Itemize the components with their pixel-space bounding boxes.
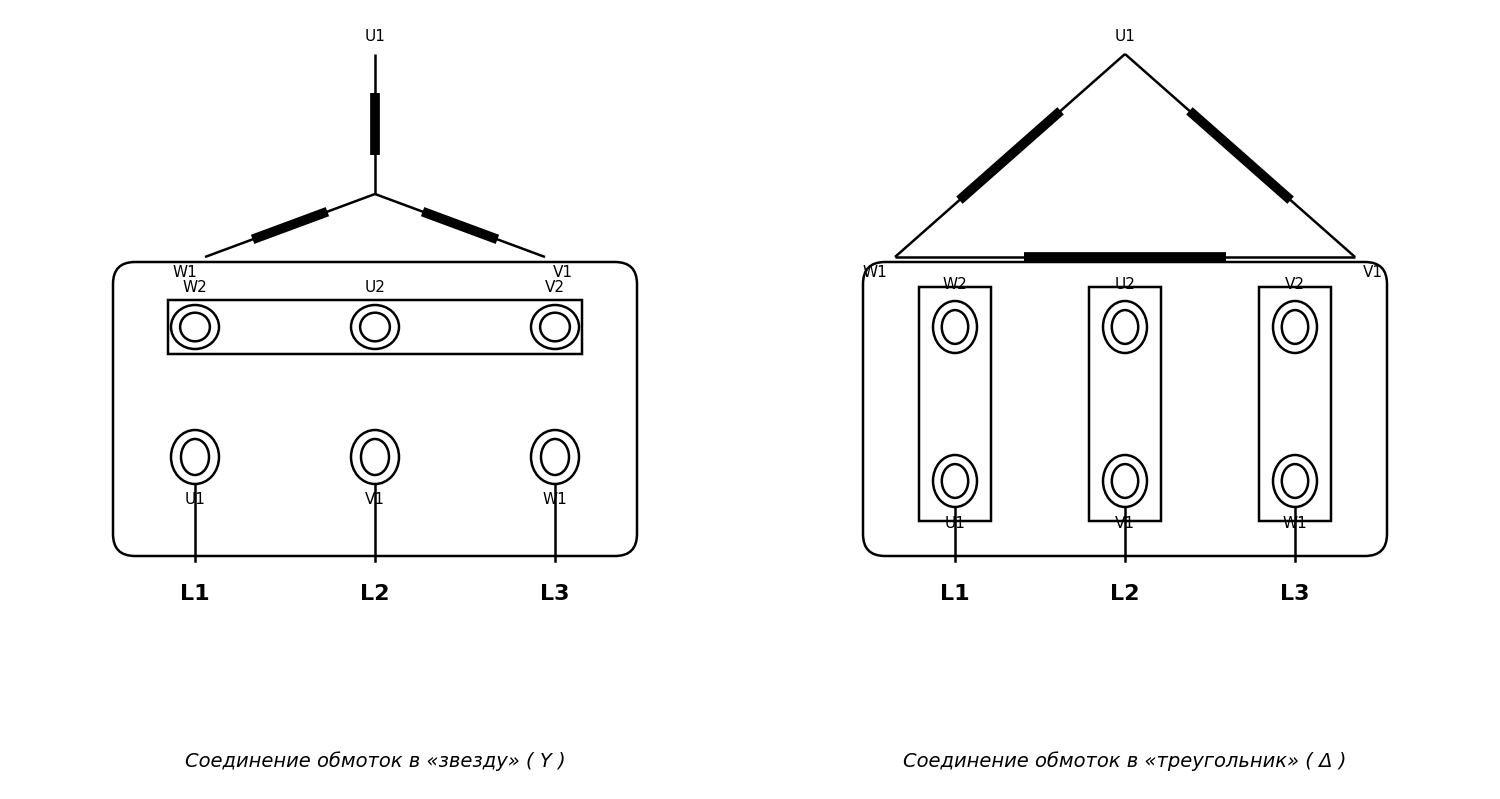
FancyBboxPatch shape	[1089, 287, 1161, 521]
Text: L3: L3	[540, 584, 570, 604]
Text: V1: V1	[364, 492, 386, 507]
FancyBboxPatch shape	[1258, 287, 1330, 521]
Text: U2: U2	[364, 280, 386, 295]
FancyBboxPatch shape	[168, 300, 582, 354]
Text: V2: V2	[1286, 277, 1305, 292]
FancyBboxPatch shape	[112, 262, 638, 556]
Text: W1: W1	[543, 492, 567, 507]
Text: V1: V1	[1364, 265, 1383, 280]
Text: V1: V1	[554, 265, 573, 280]
Text: L1: L1	[940, 584, 970, 604]
Text: L2: L2	[360, 584, 390, 604]
Text: U1: U1	[1114, 29, 1136, 44]
Text: L1: L1	[180, 584, 210, 604]
Text: W2: W2	[183, 280, 207, 295]
Text: Соединение обмоток в «треугольник» ( Δ ): Соединение обмоток в «треугольник» ( Δ )	[903, 751, 1347, 771]
Text: L2: L2	[1110, 584, 1140, 604]
Text: W1: W1	[172, 265, 196, 280]
Text: U1: U1	[945, 516, 966, 531]
Text: U1: U1	[364, 29, 386, 44]
FancyBboxPatch shape	[862, 262, 1388, 556]
Text: W1: W1	[1282, 516, 1308, 531]
Text: V2: V2	[544, 280, 566, 295]
Text: U1: U1	[184, 492, 206, 507]
Text: Соединение обмоток в «звезду» ( Y ): Соединение обмоток в «звезду» ( Y )	[184, 751, 566, 771]
Text: W2: W2	[942, 277, 968, 292]
Text: V1: V1	[1114, 516, 1136, 531]
Text: U2: U2	[1114, 277, 1136, 292]
FancyBboxPatch shape	[920, 287, 992, 521]
Text: L3: L3	[1280, 584, 1310, 604]
Text: W1: W1	[862, 265, 886, 280]
